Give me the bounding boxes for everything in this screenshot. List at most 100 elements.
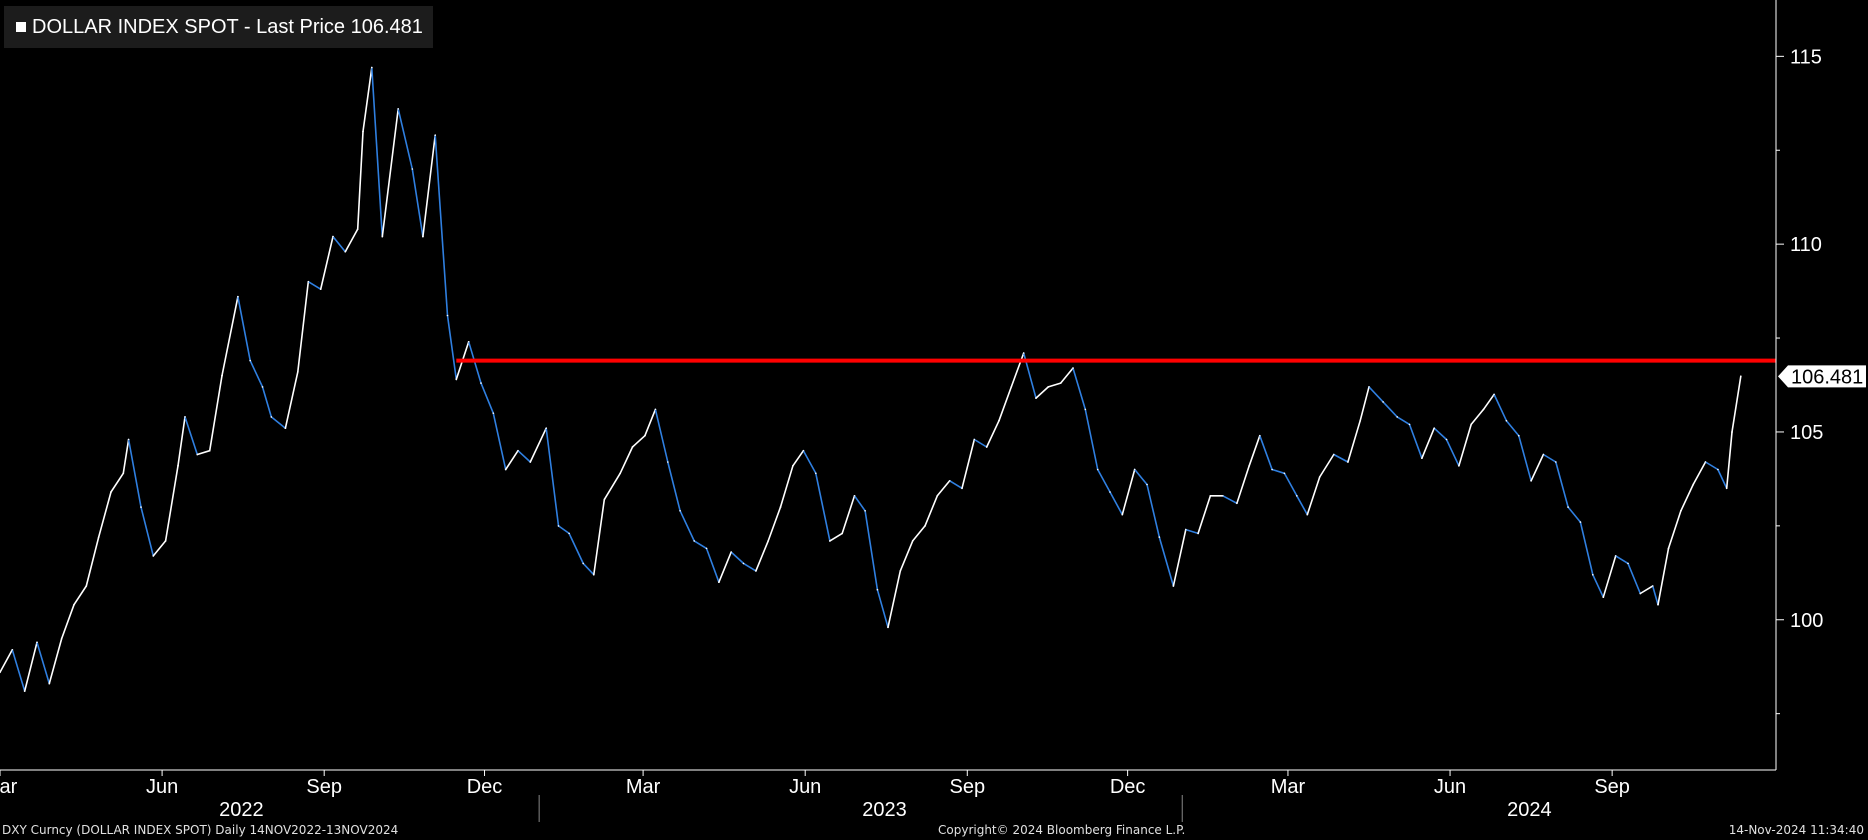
price-segment [864, 509, 879, 591]
price-point [667, 461, 669, 463]
price-segment [767, 506, 782, 542]
price-point [1445, 438, 1448, 441]
price-segment [1172, 528, 1187, 587]
price-point [802, 449, 805, 452]
price-segment [196, 449, 211, 456]
price-segment [48, 637, 63, 685]
price-series [0, 66, 1742, 692]
price-point [593, 573, 595, 576]
price-segment [592, 498, 606, 576]
price-point [140, 506, 142, 508]
price-point [1470, 423, 1472, 426]
price-point [381, 235, 384, 238]
price-segment [1421, 427, 1435, 460]
price-point [568, 532, 570, 535]
price-segment [1072, 367, 1087, 411]
price-point [1657, 603, 1659, 606]
price-segment [332, 235, 347, 253]
price-point [1072, 367, 1074, 369]
price-segment [1542, 453, 1557, 463]
price-segment [654, 408, 669, 463]
price-segment [1146, 483, 1161, 538]
price-segment [11, 648, 26, 692]
price-segment [356, 130, 364, 230]
price-point [1368, 386, 1370, 388]
price-point [60, 637, 63, 640]
price-point [446, 314, 449, 317]
price-segment [60, 603, 75, 640]
price-segment [644, 408, 657, 437]
price-segment [1396, 416, 1411, 426]
x-tick-label: Mar [0, 776, 18, 798]
price-segment [1306, 476, 1321, 516]
price-point [911, 540, 914, 542]
price-point [1059, 382, 1062, 384]
price-segment [1639, 585, 1654, 595]
price-segment [1567, 506, 1582, 523]
price-point [1530, 480, 1532, 482]
price-segment [1408, 423, 1423, 460]
price-point [755, 570, 757, 572]
price-segment [1614, 555, 1629, 565]
price-point [1651, 585, 1654, 587]
price-segment [1627, 562, 1642, 595]
footer-copyright: Copyright© 2024 Bloomberg Finance L.P. [938, 823, 1186, 837]
price-point [23, 690, 26, 692]
price-segment [1651, 585, 1659, 606]
y-tick-label: 100 [1790, 610, 1823, 632]
x-tick-label: Dec [1110, 776, 1146, 798]
price-point [779, 506, 782, 508]
price-point [973, 438, 976, 441]
price-point [319, 288, 322, 291]
price-segment [110, 472, 125, 493]
price-segment [666, 461, 681, 512]
price-segment [1368, 386, 1384, 403]
price-segment [1259, 434, 1273, 471]
price-point [249, 359, 251, 362]
price-point [1010, 386, 1013, 388]
price-point [1433, 427, 1435, 430]
footer-security-description: DXY Curncy (DOLLAR INDEX SPOT) Daily 14N… [2, 823, 399, 837]
price-segment [0, 648, 14, 674]
price-segment [1493, 393, 1508, 422]
price-point [1592, 573, 1594, 576]
price-segment [779, 464, 794, 508]
price-point [1639, 592, 1642, 595]
price-point [422, 235, 424, 238]
price-point [1333, 453, 1335, 456]
price-segment [184, 416, 199, 456]
price-point [1306, 513, 1309, 516]
price-segment [730, 551, 745, 565]
price-segment [755, 540, 770, 572]
price-point [517, 449, 519, 452]
price-segment [802, 449, 817, 475]
price-point [284, 427, 287, 430]
price-segment [73, 585, 88, 606]
price-segment [1059, 367, 1074, 384]
x-tick-label: Mar [1271, 776, 1306, 798]
price-point [887, 626, 889, 629]
price-segment [1333, 453, 1349, 463]
price-point [705, 547, 708, 550]
price-segment [446, 314, 458, 381]
year-label: 2024 [1507, 799, 1552, 821]
price-segment [1602, 555, 1617, 599]
price-point [1692, 483, 1694, 486]
price-segment [122, 438, 130, 475]
price-segment [504, 449, 519, 471]
price-point [1717, 468, 1719, 471]
price-segment [619, 446, 634, 475]
price-segment [1109, 491, 1124, 516]
price-point [127, 438, 130, 441]
price-point [1567, 506, 1569, 508]
price-point [1209, 495, 1212, 497]
price-point [221, 374, 223, 377]
price-point [1555, 461, 1557, 463]
price-point [1627, 562, 1629, 565]
price-segment [936, 479, 951, 497]
price-point [1408, 423, 1411, 426]
footer-timestamp: 14-Nov-2024 11:34:40 [1728, 823, 1864, 837]
x-tick-label: Jun [146, 776, 178, 798]
price-point [492, 412, 495, 415]
